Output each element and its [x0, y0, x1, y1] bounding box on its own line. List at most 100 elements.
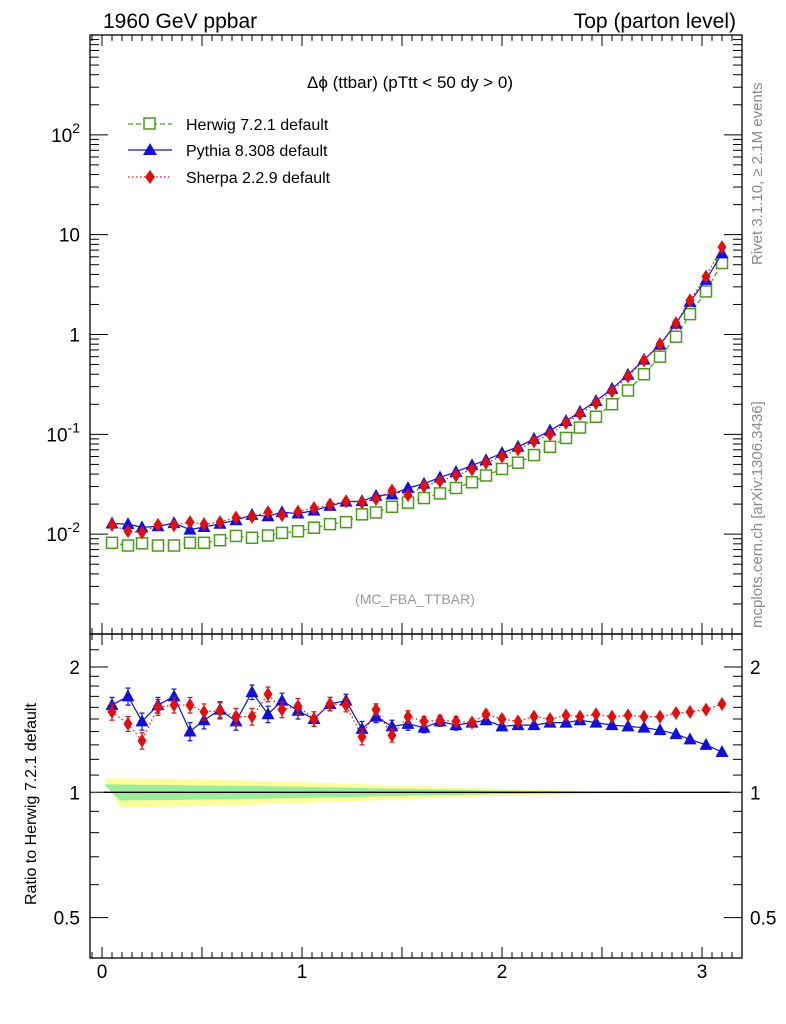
- main-point-2-0: [107, 517, 117, 532]
- ratio-y-tick-label-right-2: 2: [750, 658, 761, 679]
- main-point-2-14: [325, 497, 335, 512]
- ratio-point-1-10: [263, 687, 273, 702]
- main-point-2-1: [123, 524, 133, 539]
- main-y-tick-label-10^-2: 10-2: [46, 519, 80, 546]
- legend-entry-herwig: Herwig 7.2.1 default: [128, 117, 329, 134]
- legend-label-sherpa: Sherpa 2.2.9 default: [186, 170, 331, 187]
- ratio-point-1-38: [701, 702, 711, 717]
- main-series-line-0: [111, 262, 723, 547]
- main-point-2-2: [137, 525, 147, 540]
- ratio-point-0-4: [167, 689, 181, 702]
- main-y-tick-label-1: 1: [69, 326, 80, 347]
- main-point-2-5: [185, 515, 195, 530]
- ratio-point-1-27: [529, 709, 539, 724]
- main-point-2-9: [247, 509, 257, 524]
- ratio-y-tick-label-left-2: 2: [69, 658, 80, 679]
- ratio-point-1-20: [419, 714, 429, 729]
- main-point-0-34: [637, 367, 651, 381]
- ratio-point-1-3: [153, 700, 163, 715]
- main-point-0-7: [213, 533, 227, 547]
- ratio-point-1-2: [137, 733, 147, 748]
- ratio-point-1-35: [655, 709, 665, 724]
- main-point-0-26: [511, 456, 525, 469]
- main-point-2-24: [481, 455, 491, 470]
- axis-frames: 0 1 2 3 10-2 10-1 1 10 102 0.5 0.5 1 1 2 2: [46, 34, 776, 983]
- main-point-0-37: [683, 307, 697, 321]
- ratio-point-1-21: [435, 713, 445, 728]
- main-point-0-36: [669, 330, 683, 343]
- main-point-0-14: [323, 517, 337, 531]
- ratio-point-1-29: [561, 708, 571, 723]
- analysis-label: (MC_FBA_TTBAR): [355, 591, 475, 607]
- main-y-tick-label-10^2: 102: [51, 120, 80, 147]
- main-point-0-31: [589, 410, 603, 424]
- main-point-0-38: [699, 285, 713, 298]
- legend: Herwig 7.2.1 default Pythia 8.308 defaul…: [128, 117, 331, 187]
- main-series-line-1: [111, 253, 723, 531]
- main-point-0-16: [355, 508, 369, 521]
- main-point-2-17: [371, 492, 381, 507]
- main-point-2-3: [153, 517, 163, 532]
- rivet-version-label: Rivet 3.1.10, ≥ 2.1M events: [749, 83, 766, 266]
- ratio-point-1-32: [607, 709, 617, 724]
- main-point-2-32: [607, 384, 617, 399]
- legend-label-herwig: Herwig 7.2.1 default: [186, 117, 329, 134]
- ratio-point-1-26: [513, 714, 523, 729]
- main-point-0-4: [167, 539, 181, 552]
- main-point-2-12: [293, 504, 303, 519]
- main-point-1-1: [121, 517, 135, 530]
- ratio-point-1-24: [481, 707, 491, 722]
- ratio-point-1-7: [215, 703, 225, 718]
- main-point-2-23: [467, 462, 477, 477]
- ratio-point-1-34: [639, 709, 649, 724]
- main-point-0-15: [339, 515, 353, 529]
- main-point-2-19: [403, 488, 413, 503]
- main-point-2-8: [231, 510, 241, 525]
- main-point-0-17: [369, 506, 383, 519]
- ratio-point-0-38: [699, 737, 713, 750]
- main-y-tick-label-10^-2-exponent: -2: [68, 519, 81, 535]
- ratio-point-0-18: [385, 719, 399, 732]
- mcplots-reference-label: mcplots.cern.ch [arXiv:1306.3436]: [749, 401, 766, 628]
- main-point-2-13: [309, 500, 319, 515]
- main-point-2-7: [215, 515, 225, 530]
- legend-marker-herwig: [143, 117, 156, 130]
- ratio-point-1-28: [545, 711, 555, 726]
- ratio-point-1-14: [325, 696, 335, 711]
- legend-entry-sherpa: Sherpa 2.2.9 default: [128, 170, 331, 187]
- ratio-point-1-0: [107, 704, 117, 719]
- main-point-2-27: [529, 434, 539, 449]
- ratio-point-0-27: [527, 718, 541, 731]
- ratio-plot-panel: Ratio to Herwig 7.2.1 default: [23, 684, 730, 905]
- main-point-2-28: [545, 427, 555, 442]
- ratio-point-1-9: [247, 709, 257, 724]
- ratio-point-1-30: [575, 709, 585, 724]
- ratio-plot-frame: [89, 633, 743, 959]
- x-tick-label-0: 0: [97, 962, 108, 983]
- legend-entry-pythia: Pythia 8.308 default: [128, 143, 328, 160]
- main-point-0-1: [121, 539, 135, 552]
- main-point-2-26: [513, 442, 523, 457]
- main-point-2-10: [263, 505, 273, 520]
- main-point-2-39: [717, 240, 727, 255]
- main-point-0-11: [275, 526, 289, 540]
- ratio-point-1-37: [685, 704, 695, 719]
- main-point-2-21: [435, 473, 445, 488]
- main-y-tick-label-10^-1-exponent: -1: [68, 419, 81, 435]
- main-point-2-18: [387, 483, 397, 498]
- ratio-point-1-16: [357, 729, 367, 744]
- legend-label-pythia: Pythia 8.308 default: [186, 143, 328, 160]
- main-point-2-38: [701, 269, 711, 284]
- main-point-0-12: [291, 524, 305, 538]
- main-point-2-37: [685, 293, 695, 308]
- ratio-plot-content: [104, 684, 730, 808]
- main-y-tick-label-10: 10: [59, 226, 80, 247]
- main-point-2-31: [591, 396, 601, 411]
- ratio-point-0-37: [683, 732, 697, 745]
- ratio-series-line-0: [111, 691, 723, 753]
- main-plot-content: [105, 240, 729, 552]
- ratio-point-0-2: [135, 714, 149, 727]
- x-tick-label-1: 1: [297, 962, 308, 983]
- ratio-point-1-31: [591, 707, 601, 722]
